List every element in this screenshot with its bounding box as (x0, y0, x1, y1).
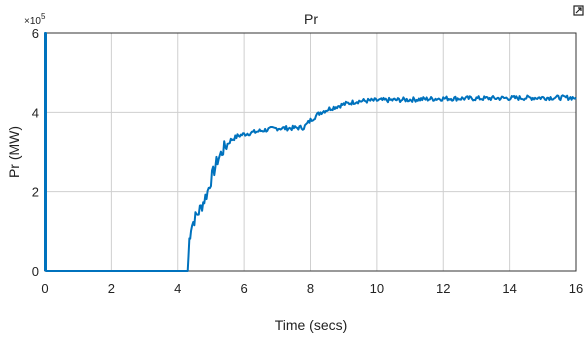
y-tick-label: 6 (32, 26, 39, 41)
x-tick-label: 0 (41, 281, 48, 296)
y-multiplier-label: ×105 (24, 12, 46, 27)
x-tick-label: 10 (370, 281, 384, 296)
x-tick-label: 16 (569, 281, 583, 296)
x-axis-label: Time (secs) (275, 317, 348, 333)
y-axis-label: Pr (MW) (6, 126, 22, 178)
y-tick-labels: 0 2 4 6 (32, 26, 39, 279)
series-layer (44, 32, 577, 272)
chart-title: Pr (304, 11, 318, 27)
expand-icon[interactable] (573, 5, 584, 16)
y-tick-label: 4 (32, 105, 39, 120)
x-tick-label: 2 (108, 281, 115, 296)
x-tick-label: 6 (241, 281, 248, 296)
x-tick-label: 14 (502, 281, 516, 296)
grid-lines (44, 32, 577, 272)
y-tick-label: 0 (32, 264, 39, 279)
y-tick-label: 2 (32, 185, 39, 200)
x-tick-label: 4 (174, 281, 181, 296)
series-line-0 (44, 32, 577, 272)
x-tick-label: 12 (436, 281, 450, 296)
y-multiplier-base: ×10 (24, 16, 41, 27)
x-tick-label: 8 (307, 281, 314, 296)
x-tick-labels: 0 2 4 6 8 10 12 14 16 (41, 281, 583, 296)
y-multiplier-exponent: 5 (41, 12, 46, 21)
